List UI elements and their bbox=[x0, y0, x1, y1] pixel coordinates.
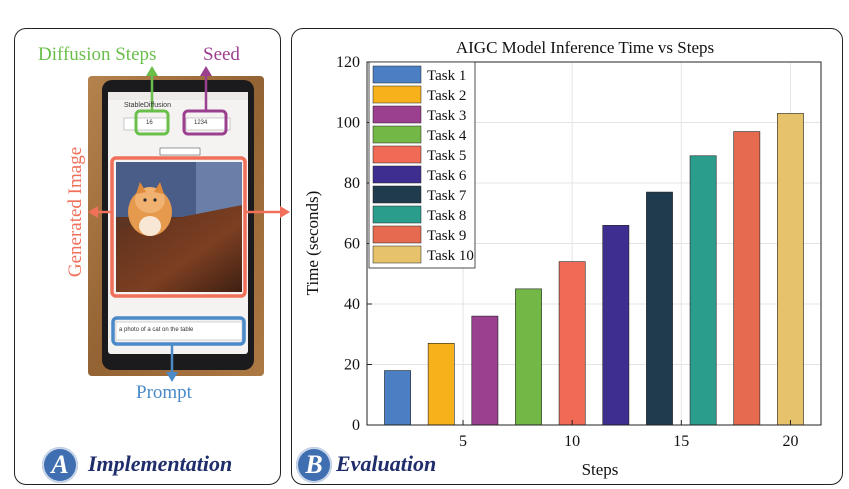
prompt-value[interactable]: a photo of a cat on the table bbox=[119, 327, 194, 333]
bar-task-3 bbox=[471, 315, 499, 426]
legend-entry: Task 3 bbox=[427, 108, 466, 124]
bar-task-9 bbox=[733, 131, 761, 426]
legend-swatch bbox=[372, 185, 422, 204]
panel-b-label: Evaluation bbox=[336, 451, 437, 476]
bar-task-4 bbox=[515, 288, 542, 426]
bar-task-10 bbox=[777, 113, 804, 426]
legend-swatch bbox=[372, 145, 422, 164]
y-tick-label: 40 bbox=[344, 296, 360, 313]
x-tick-label: 10 bbox=[564, 433, 580, 450]
y-axis-label: Time (seconds) bbox=[303, 191, 322, 296]
legend-swatch bbox=[372, 245, 422, 264]
bar-task-7 bbox=[646, 191, 673, 426]
x-tick-label: 20 bbox=[782, 433, 798, 450]
bar-task-5 bbox=[558, 261, 586, 426]
panel-b-badge: B bbox=[296, 447, 332, 483]
panel-a-badge: A bbox=[42, 447, 78, 483]
legend-swatch bbox=[372, 205, 422, 224]
legend-entry: Task 5 bbox=[427, 148, 466, 164]
y-tick-label: 120 bbox=[336, 54, 360, 71]
legend-entry: Task 4 bbox=[427, 128, 467, 144]
prompt-label: Prompt bbox=[136, 382, 192, 403]
bar-task-2 bbox=[427, 343, 455, 426]
bar-task-8 bbox=[689, 155, 717, 426]
legend-swatch bbox=[372, 65, 422, 84]
legend-entry: Task 7 bbox=[427, 188, 467, 204]
legend-entry: Task 2 bbox=[427, 88, 466, 104]
x-tick-label: 5 bbox=[459, 433, 467, 450]
x-tick-label: 15 bbox=[673, 433, 689, 450]
legend-swatch bbox=[372, 165, 422, 184]
y-tick-label: 100 bbox=[336, 115, 360, 132]
app-title: StableDiffusion bbox=[124, 102, 171, 109]
panel-a-label: Implementation bbox=[88, 451, 233, 476]
legend-entry: Task 10 bbox=[427, 248, 474, 264]
x-axis-label: Steps bbox=[582, 460, 619, 479]
seed-value[interactable]: 1234 bbox=[194, 120, 208, 126]
legend-swatch bbox=[372, 85, 422, 104]
bar-task-1 bbox=[384, 370, 411, 426]
legend-entry: Task 1 bbox=[427, 68, 466, 84]
legend-swatch bbox=[372, 225, 422, 244]
y-tick-label: 20 bbox=[344, 357, 360, 374]
y-tick-label: 80 bbox=[344, 175, 360, 192]
seed-label: Seed bbox=[203, 44, 240, 65]
y-tick-label: 0 bbox=[352, 417, 360, 434]
legend-swatch bbox=[372, 125, 422, 144]
chart-title: AIGC Model Inference Time vs Steps bbox=[456, 38, 714, 57]
steps-value[interactable]: 16 bbox=[146, 120, 153, 126]
diffusion-steps-label: Diffusion Steps bbox=[38, 44, 157, 65]
legend-entry: Task 6 bbox=[427, 168, 467, 184]
bar-task-6 bbox=[602, 225, 630, 426]
legend-entry: Task 9 bbox=[427, 228, 466, 244]
legend-entry: Task 8 bbox=[427, 208, 466, 224]
y-tick-label: 60 bbox=[344, 236, 360, 253]
legend-swatch bbox=[372, 105, 422, 124]
